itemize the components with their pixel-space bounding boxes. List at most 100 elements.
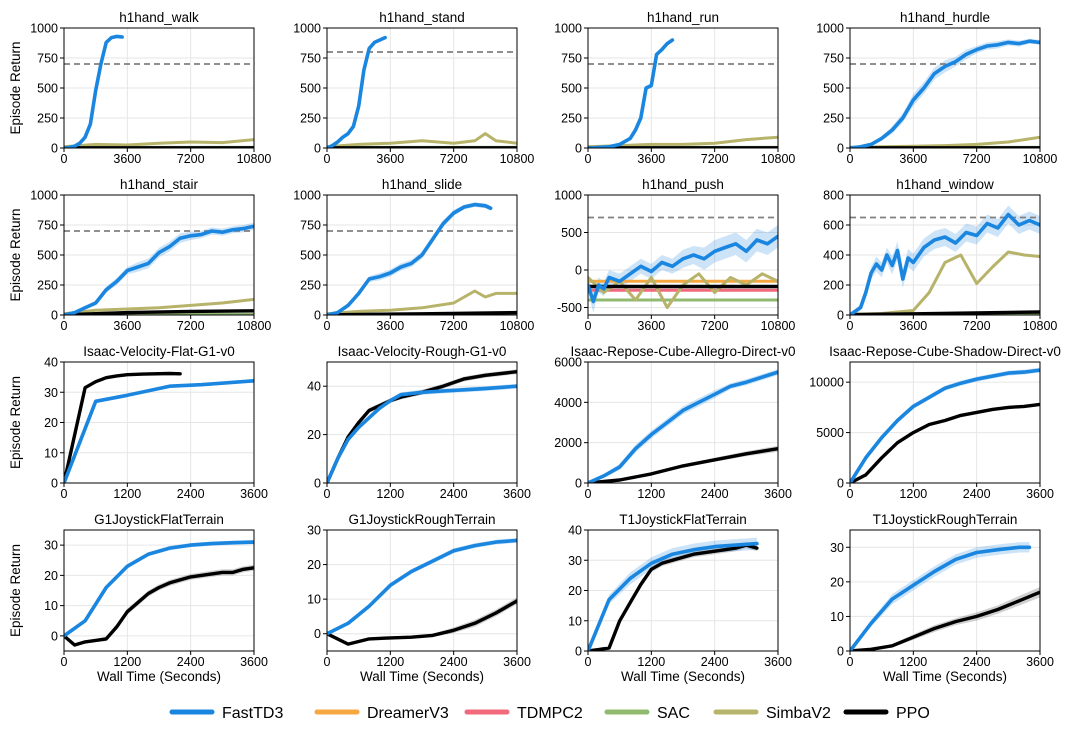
subplot-h1hand-stand: h1hand_stand 0 3600 7200 10800 0 250 500 750 1000 <box>293 10 534 166</box>
y-tick-label: 0 <box>837 309 844 323</box>
x-tick-label: 3600 <box>899 152 927 166</box>
legend-label: PPO <box>896 705 930 722</box>
plot-area <box>327 369 517 483</box>
legend-label: FastTD3 <box>222 705 283 722</box>
y-tick-label: 250 <box>37 279 58 293</box>
band-fasttd3 <box>588 38 673 148</box>
x-tick-label: 0 <box>61 319 68 333</box>
y-tick-label: 0 <box>837 477 844 491</box>
x-tick-label: 1200 <box>899 487 927 501</box>
y-tick-label: 750 <box>37 52 58 66</box>
series-ppo <box>327 310 517 315</box>
band-fasttd3 <box>588 369 778 483</box>
band-fasttd3 <box>64 379 254 483</box>
y-tick-label: 1000 <box>816 22 844 36</box>
axes-frame <box>63 529 255 652</box>
series-simbav2 <box>327 289 517 315</box>
band-fasttd3 <box>850 542 1030 651</box>
plot-area <box>588 369 778 483</box>
series-ppo <box>588 447 778 483</box>
axes-frame <box>326 27 518 149</box>
y-tick-label: 10000 <box>809 376 844 390</box>
subplot-title: h1hand_run <box>647 10 719 25</box>
x-axis-label: Wall Time (Seconds) <box>621 669 745 684</box>
axes-frame <box>587 529 779 652</box>
legend-item-fasttd3: FastTD3 <box>169 705 283 722</box>
series-simbav2 <box>850 250 1040 315</box>
x-tick-label: 1200 <box>113 655 141 669</box>
y-tick-label: 1000 <box>554 22 582 36</box>
x-tick-label: 10800 <box>1023 152 1058 166</box>
y-tick-label: 6000 <box>554 356 582 370</box>
series-fasttd3 <box>850 212 1040 315</box>
axes-frame <box>849 361 1041 484</box>
subplot-title: h1hand_hurdle <box>900 10 990 25</box>
y-tick-label: 10 <box>568 614 582 628</box>
subplot-title: h1hand_walk <box>119 10 199 25</box>
y-tick-label: 0 <box>575 477 582 491</box>
y-tick-label: 800 <box>823 189 844 203</box>
series-ppo <box>850 590 1040 651</box>
x-tick-label: 10800 <box>500 319 535 333</box>
series-fasttd3 <box>588 541 759 651</box>
axes-frame <box>587 361 779 484</box>
subplot-t1joystickflatterrain: T1JoystickFlatTerrain 0 1200 2400 3600 0 10 20 3… <box>568 512 792 684</box>
y-tick-label: 10 <box>44 446 58 460</box>
y-tick-label: 0 <box>314 627 321 641</box>
y-tick-label: 20 <box>830 575 844 589</box>
series-ppo <box>64 566 254 647</box>
y-tick-label: 0 <box>837 645 844 659</box>
y-tick-label: 0 <box>837 142 844 156</box>
axes-frame <box>849 529 1041 652</box>
plot-area <box>850 38 1040 148</box>
plot-area <box>588 537 759 651</box>
series-fasttd3 <box>64 224 254 315</box>
x-tick-label: 3600 <box>376 319 404 333</box>
x-tick-label: 2400 <box>440 487 468 501</box>
plot-area <box>327 35 517 148</box>
x-tick-label: 0 <box>585 152 592 166</box>
y-tick-label: 10 <box>830 610 844 624</box>
x-tick-label: 1200 <box>899 655 927 669</box>
axes-frame <box>63 361 255 484</box>
y-tick-label: 0 <box>575 142 582 156</box>
y-tick-label: 2000 <box>554 436 582 450</box>
y-tick-label: 250 <box>300 112 321 126</box>
band-fasttd3 <box>850 367 1040 483</box>
subplot-h1hand-stair: h1hand_stair 0 3600 7200 10800 0 250 500 750 1000… <box>8 177 271 333</box>
plot-area <box>850 205 1040 315</box>
x-tick-label: 3600 <box>376 152 404 166</box>
y-tick-label: 500 <box>300 82 321 96</box>
y-tick-label: 10 <box>44 599 58 613</box>
subplot-h1hand-hurdle: h1hand_hurdle 0 3600 7200 10800 0 250 500 750 100… <box>816 10 1057 166</box>
legend-label: TDMPC2 <box>517 705 583 722</box>
x-tick-label: 0 <box>585 319 592 333</box>
subplot-isaac-repose-cube-shadow-direct-v0: Isaac-Repose-Cube-Shadow-Direct-v0 0 1200 2… <box>809 344 1061 501</box>
subplot-title: Isaac-Velocity-Rough-G1-v0 <box>338 344 507 359</box>
series-ppo <box>850 310 1040 315</box>
x-axis-label: Wall Time (Seconds) <box>883 669 1007 684</box>
x-tick-label: 0 <box>61 655 68 669</box>
y-tick-label: 30 <box>568 554 582 568</box>
x-tick-label: 0 <box>847 319 854 333</box>
axes-frame <box>63 194 255 316</box>
series-fasttd3 <box>64 540 254 638</box>
y-tick-label: 1000 <box>293 189 321 203</box>
subplot-title: G1JoystickFlatTerrain <box>94 512 224 527</box>
series-fasttd3 <box>64 378 254 483</box>
y-tick-label: 400 <box>823 249 844 263</box>
x-tick-label: 3600 <box>503 487 531 501</box>
legend-item-dreamerv3: DreamerV3 <box>314 705 449 722</box>
x-tick-label: 7200 <box>701 152 729 166</box>
y-tick-label: 250 <box>37 112 58 126</box>
band-ppo <box>850 587 1040 651</box>
band-fasttd3 <box>64 35 123 148</box>
x-tick-label: 2400 <box>963 655 991 669</box>
x-tick-label: 10800 <box>237 152 272 166</box>
plot-area <box>64 540 254 647</box>
series-fasttd3 <box>850 39 1040 148</box>
x-tick-label: 1200 <box>376 487 404 501</box>
x-tick-label: 0 <box>324 152 331 166</box>
plot-area <box>588 38 778 148</box>
series-fasttd3 <box>588 234 778 304</box>
